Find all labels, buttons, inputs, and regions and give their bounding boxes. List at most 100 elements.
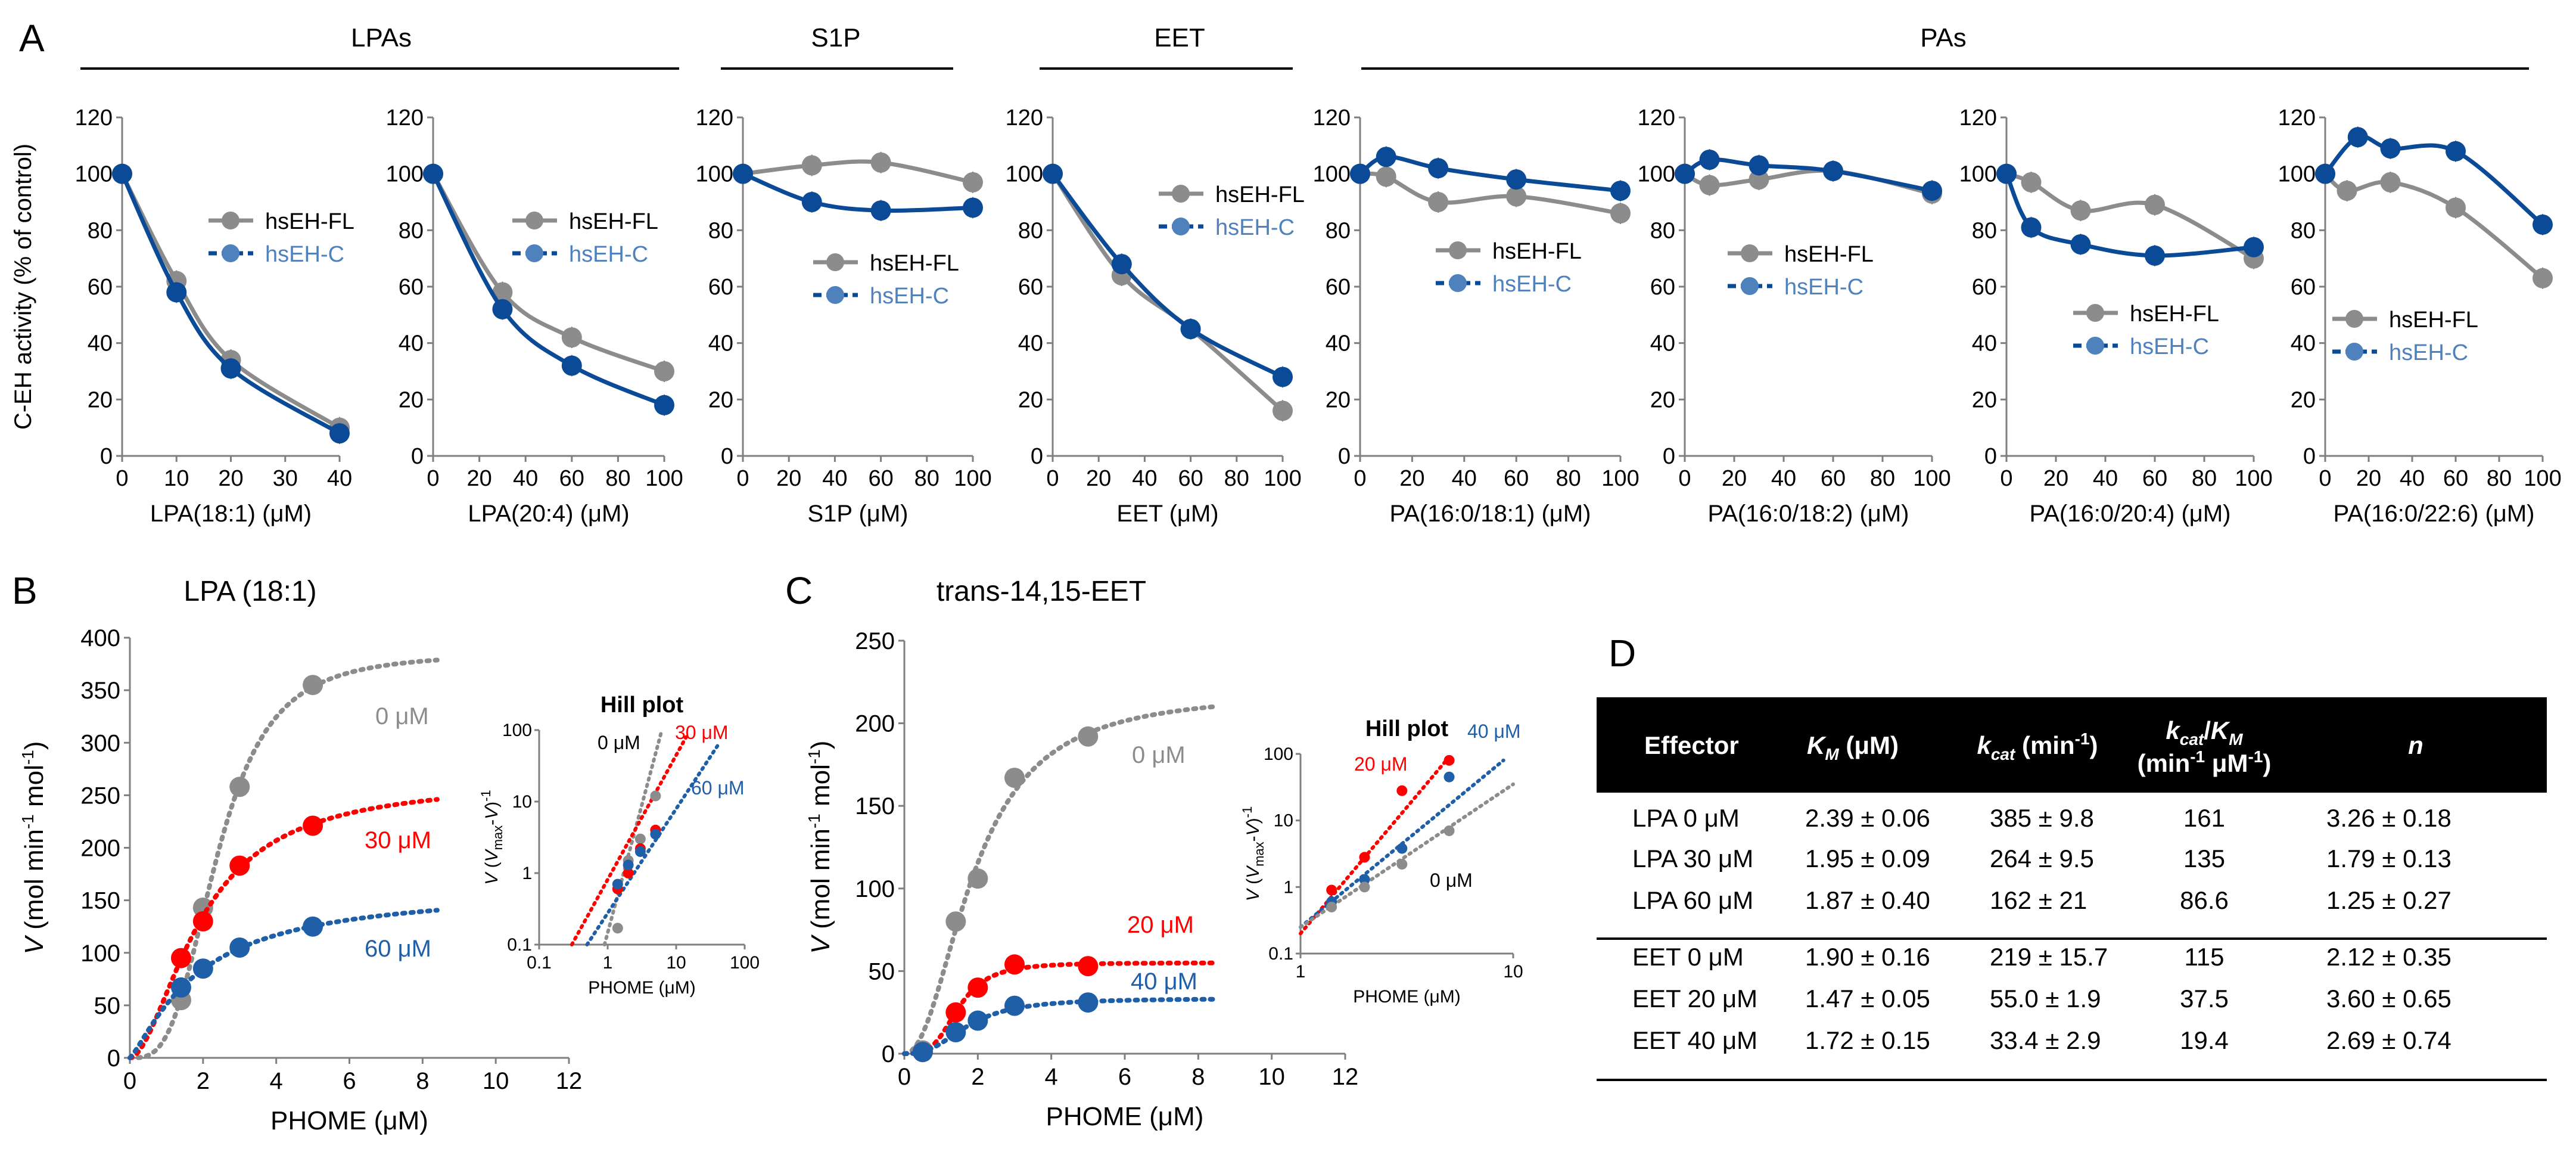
data-point	[967, 977, 988, 998]
y-tick-label: 100	[1638, 162, 1675, 187]
legend-label-fl: hsEH-FL	[265, 209, 354, 234]
y-tick-label: 40	[399, 331, 424, 356]
chart-c: 0 50 100 150 200 250 0 2 4 6 8 10 12 PHOME (μM) V (mol…	[805, 628, 1358, 1131]
series-line	[1359, 171, 1621, 216]
data-point	[1273, 367, 1293, 387]
x-tick-label: 6	[343, 1068, 356, 1094]
y-tick-label: 100	[502, 721, 532, 740]
table-cell: 385 ± 9.8	[1990, 804, 2094, 832]
data-point	[2533, 214, 2553, 235]
x-tick-label: 100	[1601, 466, 1639, 491]
y-tick-label: 20	[2291, 387, 2316, 412]
data-point	[2021, 172, 2042, 192]
table-cell: LPA 0 μM	[1632, 804, 1740, 832]
series-label: 60 μM	[691, 777, 745, 799]
x-tick-label: 0	[427, 466, 439, 491]
data-point	[1180, 319, 1201, 339]
data-point	[2070, 200, 2091, 221]
series-label: 20 μM	[1354, 753, 1408, 775]
data-point	[801, 155, 822, 176]
x-tick-label: 60	[2443, 466, 2468, 491]
data-point	[1396, 859, 1408, 870]
data-point	[801, 192, 822, 212]
y-axis-label: V (mol min-1 mol-1)	[805, 741, 835, 954]
x-tick-label: 10	[1503, 962, 1523, 982]
table-cell: 3.60 ± 0.65	[2326, 985, 2451, 1013]
hill-fit-line	[570, 735, 688, 946]
series-line	[431, 173, 665, 408]
y-tick-label: 0	[2303, 444, 2316, 469]
series-label: 0 μM	[375, 703, 429, 729]
data-point	[1326, 901, 1337, 912]
legend-label-fl: hsEH-FL	[1492, 239, 1582, 264]
y-tick-label: 20	[1972, 387, 1997, 412]
data-point	[423, 163, 443, 184]
x-tick-label: 20	[2043, 466, 2068, 491]
y-tick-label: 60	[708, 275, 733, 300]
x-tick-label: 80	[1224, 466, 1249, 491]
table-header-km: KM (μM)	[1807, 731, 1899, 763]
x-tick-label: 10	[164, 466, 189, 491]
data-point	[1699, 150, 1720, 170]
legend-label-fl: hsEH-FL	[2130, 302, 2219, 327]
data-point	[2244, 237, 2264, 257]
data-point	[1078, 956, 1099, 977]
x-tick-label: 20	[1722, 466, 1747, 491]
y-tick-label: 0.1	[1268, 944, 1293, 964]
x-tick-label: 0	[2000, 466, 2012, 491]
data-point	[1396, 843, 1408, 854]
legend-label-fl: hsEH-FL	[1784, 242, 1874, 267]
y-tick-label: 20	[1018, 387, 1043, 412]
y-tick-label: 0	[411, 444, 424, 469]
data-point	[733, 163, 753, 184]
y-tick-label: 80	[2291, 218, 2316, 243]
x-axis-label: LPA(20:4) (μM)	[468, 501, 629, 527]
y-tick-label: 120	[696, 105, 733, 131]
x-tick-label: 0	[116, 466, 128, 491]
data-point	[166, 282, 187, 303]
x-axis-label: PA(16:0/18:1) (μM)	[1390, 501, 1591, 527]
y-tick-label: 50	[94, 993, 121, 1019]
y-tick-label: 0	[1338, 444, 1351, 469]
x-tick-label: 60	[2142, 466, 2167, 491]
x-tick-label: 100	[645, 466, 683, 491]
x-tick-label: 100	[2524, 466, 2561, 491]
x-axis-label: PA(16:0/22:6) (μM)	[2334, 501, 2535, 527]
y-tick-label: 10	[1274, 811, 1293, 831]
series-line	[742, 172, 973, 213]
y-tick-label: 80	[1972, 218, 1997, 243]
y-tick-label: 100	[1264, 744, 1293, 764]
data-point	[623, 868, 634, 878]
inset-title: Hill plot	[1365, 716, 1449, 741]
data-point	[492, 299, 513, 319]
legend-marker-fl	[2086, 304, 2104, 322]
x-tick-label: 0	[898, 1064, 911, 1090]
data-point	[945, 1022, 966, 1042]
series-label: 30 μM	[365, 827, 431, 853]
y-tick-label: 0	[100, 444, 113, 469]
chart-title-c: trans-14,15-EET	[937, 576, 1146, 607]
table-cell: 162 ± 21	[1990, 886, 2087, 914]
data-point	[2533, 268, 2553, 288]
x-tick-label: 0	[736, 466, 749, 491]
x-tick-label: 60	[868, 466, 893, 491]
x-tick-label: 0	[1678, 466, 1691, 491]
data-point	[2337, 181, 2357, 201]
data-point	[303, 815, 323, 836]
y-tick-label: 40	[1326, 331, 1351, 356]
y-tick-label: 120	[2278, 105, 2316, 131]
legend-label-fl: hsEH-FL	[569, 209, 658, 234]
y-tick-label: 100	[696, 162, 733, 187]
y-tick-label: 120	[386, 105, 424, 131]
x-tick-label: 1	[1296, 962, 1306, 982]
data-point	[1111, 254, 1132, 275]
y-tick-label: 60	[1326, 275, 1351, 300]
y-tick-label: 0.1	[507, 935, 532, 955]
panel-label-d: D	[1609, 632, 1636, 675]
x-tick-label: 0	[2319, 466, 2331, 491]
y-tick-label: 120	[1638, 105, 1675, 131]
data-point	[229, 855, 250, 876]
data-point	[2145, 194, 2165, 215]
